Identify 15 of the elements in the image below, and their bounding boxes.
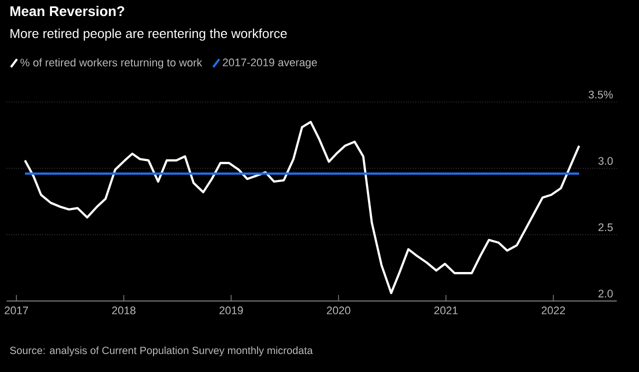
x-tick-label: 2018 [112,306,136,314]
y-tick-label: 2.5 [598,223,613,232]
y-tick-label: 3.0 [598,157,613,165]
y-tick-label: 3.5% [588,90,613,98]
legend-label: % of retired workers returning to work [20,58,202,69]
legend-label: 2017-2019 average [222,58,317,68]
y-tick-label: 2.0 [598,290,613,298]
x-tick-label: 2017 [4,306,28,314]
x-tick-label: 2020 [326,306,350,314]
x-tick-label: 2021 [434,306,458,314]
x-tick-label: 2019 [220,306,243,314]
x-tick-label: 2022 [542,306,565,314]
chart-title: Mean Reversion? [10,6,124,16]
chart-subtitle: More retired people are reentering the workforce [10,28,287,41]
source-note: Source: analysis of Current Population Survey monthly microdata [10,346,313,356]
